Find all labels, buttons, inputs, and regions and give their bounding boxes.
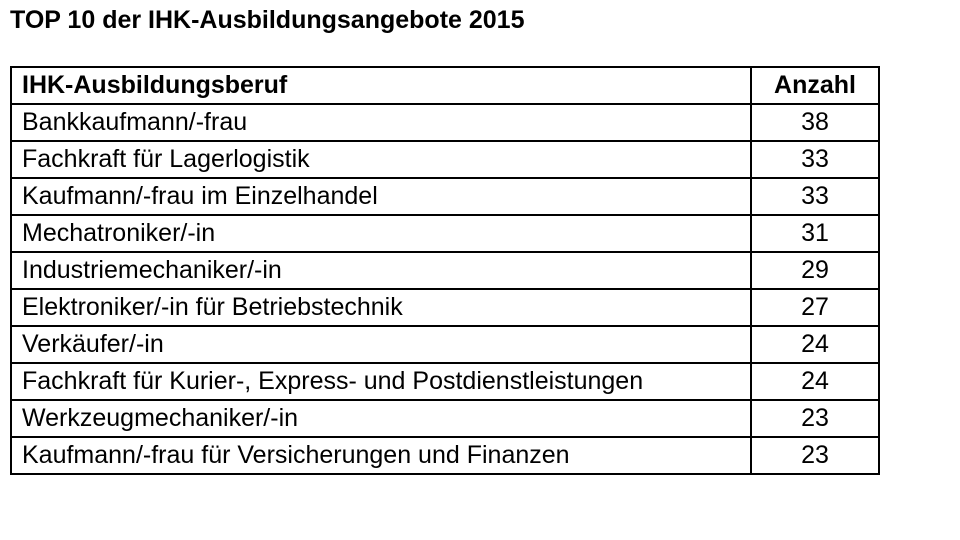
cell-occupation: Bankkaufmann/-frau (10, 103, 752, 142)
page-title: TOP 10 der IHK-Ausbildungsangebote 2015 (10, 6, 525, 34)
cell-count: 33 (750, 140, 880, 179)
cell-count: 31 (750, 214, 880, 253)
cell-occupation: Fachkraft für Lagerlogistik (10, 140, 752, 179)
table-head: IHK-Ausbildungsberuf Anzahl (10, 66, 880, 105)
cell-count: 29 (750, 251, 880, 290)
table-row: Bankkaufmann/-frau 38 (10, 103, 880, 142)
header-cell-occupation: IHK-Ausbildungsberuf (10, 66, 752, 105)
cell-occupation: Industriemechaniker/-in (10, 251, 752, 290)
cell-count: 38 (750, 103, 880, 142)
cell-occupation: Elektroniker/-in für Betriebstechnik (10, 288, 752, 327)
table-row: Kaufmann/-frau für Versicherungen und Fi… (10, 436, 880, 475)
cell-count: 24 (750, 362, 880, 401)
cell-occupation: Mechatroniker/-in (10, 214, 752, 253)
table-body: Bankkaufmann/-frau 38 Fachkraft für Lage… (10, 103, 880, 475)
cell-occupation: Kaufmann/-frau im Einzelhandel (10, 177, 752, 216)
table-header-row: IHK-Ausbildungsberuf Anzahl (10, 66, 880, 105)
cell-count: 23 (750, 399, 880, 438)
cell-count: 24 (750, 325, 880, 364)
table-row: Mechatroniker/-in 31 (10, 214, 880, 253)
table-row: Industriemechaniker/-in 29 (10, 251, 880, 290)
table-row: Verkäufer/-in 24 (10, 325, 880, 364)
table-row: Werkzeugmechaniker/-in 23 (10, 399, 880, 438)
cell-occupation: Verkäufer/-in (10, 325, 752, 364)
cell-occupation: Fachkraft für Kurier-, Express- und Post… (10, 362, 752, 401)
top10-table: IHK-Ausbildungsberuf Anzahl Bankkaufmann… (10, 66, 880, 475)
table-row: Fachkraft für Lagerlogistik 33 (10, 140, 880, 179)
cell-count: 27 (750, 288, 880, 327)
table-row: Fachkraft für Kurier-, Express- und Post… (10, 362, 880, 401)
table-row: Elektroniker/-in für Betriebstechnik 27 (10, 288, 880, 327)
table-row: Kaufmann/-frau im Einzelhandel 33 (10, 177, 880, 216)
cell-count: 33 (750, 177, 880, 216)
cell-occupation: Kaufmann/-frau für Versicherungen und Fi… (10, 436, 752, 475)
header-cell-count: Anzahl (750, 66, 880, 105)
cell-count: 23 (750, 436, 880, 475)
cell-occupation: Werkzeugmechaniker/-in (10, 399, 752, 438)
